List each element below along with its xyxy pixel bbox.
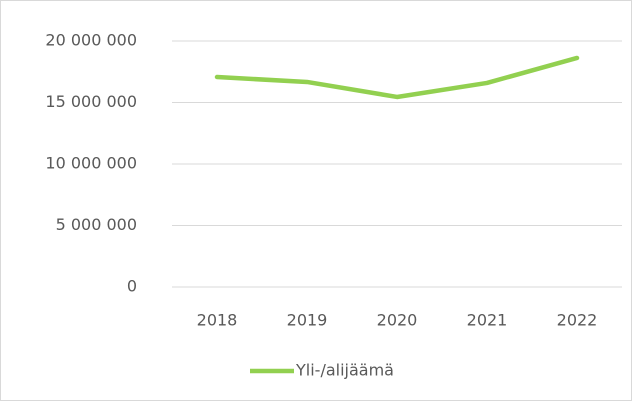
legend-label: Yli-/alijäämä — [295, 361, 394, 380]
y-tick-label: 10 000 000 — [45, 154, 137, 173]
y-tick-label: 5 000 000 — [56, 215, 137, 234]
y-tick-label: 20 000 000 — [45, 31, 137, 50]
y-tick-label: 15 000 000 — [45, 92, 137, 111]
x-tick-label: 2022 — [557, 311, 598, 330]
y-tick-label: 0 — [127, 277, 137, 296]
x-tick-label: 2020 — [377, 311, 418, 330]
line-series — [214, 55, 580, 100]
x-tick-label: 2019 — [287, 311, 328, 330]
x-tick-label: 2018 — [197, 311, 238, 330]
x-tick-label: 2021 — [467, 311, 508, 330]
